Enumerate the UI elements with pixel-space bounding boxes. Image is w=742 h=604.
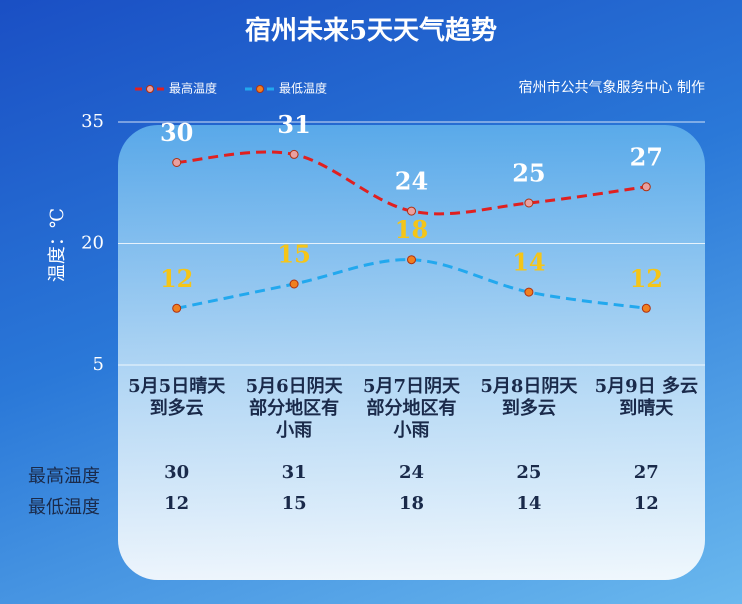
legend-label: 最低温度	[279, 81, 327, 96]
x-tick-label: 5月8日阴天 到多云	[480, 376, 578, 419]
data-point	[172, 158, 182, 167]
table-cell: 30	[164, 462, 190, 483]
data-label: 25	[512, 159, 545, 188]
table-cell: 31	[281, 462, 307, 483]
data-label: 18	[395, 215, 428, 244]
legend-label: 最高温度	[169, 81, 217, 96]
data-point	[641, 182, 651, 192]
data-point	[289, 279, 299, 289]
table-cell: 24	[398, 462, 425, 483]
table-cell: 18	[398, 493, 425, 514]
x-tick-label: 5月6日阴天 部分地区有 小雨	[245, 376, 343, 441]
table-row-header: 最低温度	[28, 497, 100, 518]
table-cell: 12	[164, 493, 190, 514]
data-label: 14	[512, 248, 545, 277]
table-cell: 25	[516, 462, 542, 483]
data-label: 24	[395, 167, 428, 196]
data-label: 15	[277, 240, 310, 269]
data-point	[289, 149, 299, 159]
y-tick-label: 35	[81, 111, 104, 132]
data-point	[407, 255, 416, 265]
y-tick-label: 5	[93, 354, 104, 375]
table-row-header: 最高温度	[28, 466, 100, 487]
data-label: 12	[160, 264, 193, 293]
data-label: 27	[630, 142, 663, 171]
data-point	[641, 303, 651, 313]
legend-marker	[146, 85, 154, 93]
x-tick-label: 5月5日晴天 到多云	[128, 376, 226, 419]
data-label: 30	[160, 118, 193, 147]
y-tick-label: 20	[81, 233, 104, 254]
panel	[118, 125, 705, 580]
data-point	[172, 303, 182, 313]
y-axis-title: 温度：℃	[47, 208, 68, 282]
table-cell: 15	[281, 493, 307, 514]
table-cell: 27	[633, 462, 659, 483]
credit: 宿州市公共气象服务中心 制作	[519, 79, 705, 96]
data-point	[407, 206, 416, 216]
table-cell: 14	[516, 493, 542, 514]
data-label: 31	[277, 110, 310, 139]
data-point	[524, 287, 534, 297]
data-point	[524, 198, 534, 208]
data-label: 12	[630, 264, 663, 293]
x-tick-label: 5月9日 多云 到晴天	[594, 376, 698, 419]
legend-marker	[256, 85, 264, 93]
table-cell: 12	[633, 493, 659, 514]
x-tick-label: 5月7日阴天 部分地区有 小雨	[362, 376, 461, 441]
chart-title: 宿州未来5天天气趋势	[245, 15, 497, 46]
